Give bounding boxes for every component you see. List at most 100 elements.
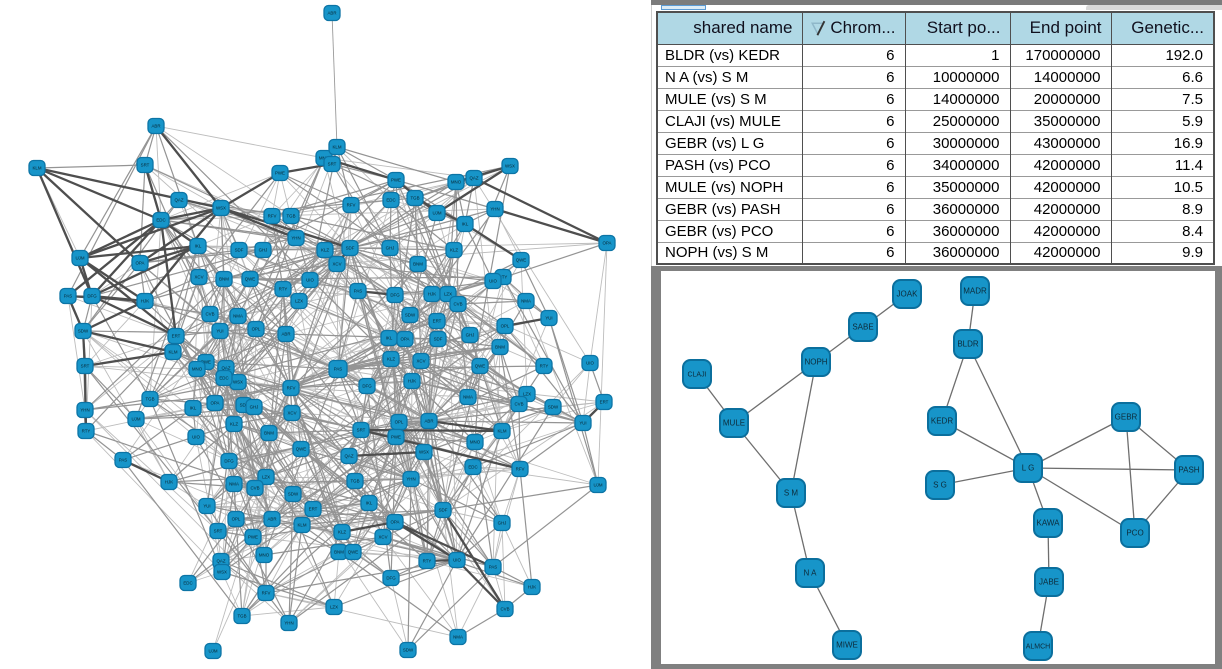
svg-text:PAS: PAS [354, 288, 363, 293]
svg-text:DFG: DFG [224, 458, 234, 463]
svg-text:PAS: PAS [64, 293, 73, 298]
svg-text:UJM: UJM [432, 210, 441, 215]
svg-text:SDW: SDW [403, 647, 414, 652]
svg-text:LZX: LZX [262, 474, 270, 479]
svg-text:XCV: XCV [194, 274, 203, 279]
svg-text:QWE: QWE [245, 276, 256, 281]
svg-text:JOAK: JOAK [897, 290, 919, 299]
svg-text:CVB: CVB [205, 311, 214, 316]
svg-text:YHN: YHN [291, 235, 300, 240]
svg-text:OPL: OPL [252, 326, 261, 331]
svg-text:BNM: BNM [413, 261, 423, 266]
svg-text:PAS: PAS [334, 366, 343, 371]
svg-text:WSX: WSX [216, 205, 226, 210]
svg-text:LZX: LZX [523, 391, 531, 396]
svg-text:XCV: XCV [378, 534, 387, 539]
svg-text:L G: L G [1022, 464, 1035, 473]
svg-text:GHJ: GHJ [466, 332, 475, 337]
svg-text:QAZ: QAZ [221, 365, 230, 370]
svg-text:SABE: SABE [852, 323, 873, 332]
svg-text:KLZ: KLZ [387, 356, 395, 361]
svg-text:PWE: PWE [201, 359, 211, 364]
svg-text:SDW: SDW [548, 404, 559, 409]
svg-text:UJM: UJM [131, 416, 140, 421]
svg-text:EDC: EDC [156, 217, 165, 222]
svg-text:HJK: HJK [408, 378, 416, 383]
svg-text:ERT: ERT [433, 318, 442, 323]
svg-text:PWE: PWE [391, 177, 401, 182]
svg-text:KLZ: KLZ [321, 247, 329, 252]
svg-text:HJK: HJK [141, 298, 149, 303]
svg-text:YHN: YHN [406, 476, 415, 481]
svg-text:GHJ: GHJ [498, 520, 507, 525]
svg-text:SDW: SDW [78, 328, 89, 333]
svg-text:RTY: RTY [279, 286, 288, 291]
svg-text:KLM: KLM [332, 144, 341, 149]
svg-text:S G: S G [933, 481, 947, 490]
svg-text:IKL: IKL [195, 243, 202, 248]
svg-text:SDW: SDW [288, 491, 299, 496]
svg-text:ERT: ERT [172, 333, 181, 338]
svg-text:QAZ: QAZ [174, 197, 183, 202]
svg-text:SDW: SDW [405, 312, 416, 317]
svg-text:UIO: UIO [306, 277, 314, 282]
svg-text:QAZ: QAZ [344, 453, 353, 458]
svg-text:N A: N A [804, 569, 818, 578]
svg-text:YHN: YHN [80, 407, 89, 412]
svg-text:UIO: UIO [453, 557, 461, 562]
svg-text:RFV: RFV [287, 385, 296, 390]
svg-text:EDC: EDC [183, 580, 192, 585]
svg-text:ABR: ABR [267, 516, 276, 521]
svg-text:EDC: EDC [219, 375, 228, 380]
svg-text:RTY: RTY [82, 428, 91, 433]
svg-text:CVB: CVB [500, 606, 509, 611]
svg-text:UJM: UJM [208, 648, 217, 653]
svg-text:WSX: WSX [233, 379, 243, 384]
svg-text:YUI: YUI [216, 328, 223, 333]
svg-text:RFV: RFV [262, 590, 271, 595]
svg-text:OPL: OPL [501, 323, 510, 328]
svg-text:WSX: WSX [217, 569, 227, 574]
svg-text:OPA: OPA [391, 519, 400, 524]
svg-text:UIO: UIO [192, 434, 200, 439]
svg-text:OPL: OPL [395, 419, 404, 424]
svg-text:MNO: MNO [192, 366, 203, 371]
svg-text:PWE: PWE [275, 170, 285, 175]
svg-text:QWE: QWE [348, 549, 359, 554]
svg-text:YHN: YHN [284, 620, 293, 625]
svg-text:TGB: TGB [286, 213, 295, 218]
svg-text:CLAJI: CLAJI [687, 372, 706, 379]
svg-text:KLZ: KLZ [338, 529, 346, 534]
svg-text:MADR: MADR [963, 287, 987, 296]
svg-text:KAWA: KAWA [1037, 519, 1061, 528]
svg-text:QAZ: QAZ [216, 558, 225, 563]
svg-text:GEBR: GEBR [1115, 413, 1138, 422]
svg-text:DFG: DFG [390, 292, 400, 297]
svg-text:DFG: DFG [386, 575, 396, 580]
svg-text:TGB: TGB [410, 195, 419, 200]
svg-text:YUI: YUI [579, 420, 586, 425]
svg-text:MULE: MULE [723, 419, 745, 428]
svg-text:TGB: TGB [237, 613, 246, 618]
svg-text:EDC: EDC [468, 464, 477, 469]
svg-text:TGB: TGB [145, 396, 154, 401]
svg-text:LZX: LZX [330, 604, 338, 609]
svg-text:GHJ: GHJ [250, 404, 259, 409]
svg-text:SRT: SRT [328, 161, 337, 166]
svg-text:SDF: SDF [346, 245, 355, 250]
svg-text:ABR: ABR [424, 418, 433, 423]
svg-text:BNM: BNM [219, 276, 229, 281]
svg-text:QWE: QWE [296, 446, 307, 451]
svg-text:WSX: WSX [419, 449, 429, 454]
svg-text:SDF: SDF [439, 507, 448, 512]
svg-text:OPA: OPA [603, 240, 612, 245]
svg-text:HJK: HJK [528, 584, 536, 589]
svg-text:QWE: QWE [475, 363, 486, 368]
svg-text:HJK: HJK [165, 479, 173, 484]
svg-text:CVB: CVB [514, 401, 523, 406]
svg-text:OPL: OPL [232, 516, 241, 521]
svg-text:GHJ: GHJ [259, 247, 268, 252]
svg-text:KLM: KLM [297, 522, 306, 527]
svg-text:SDF: SDF [434, 336, 443, 341]
svg-text:UIO: UIO [489, 278, 497, 283]
